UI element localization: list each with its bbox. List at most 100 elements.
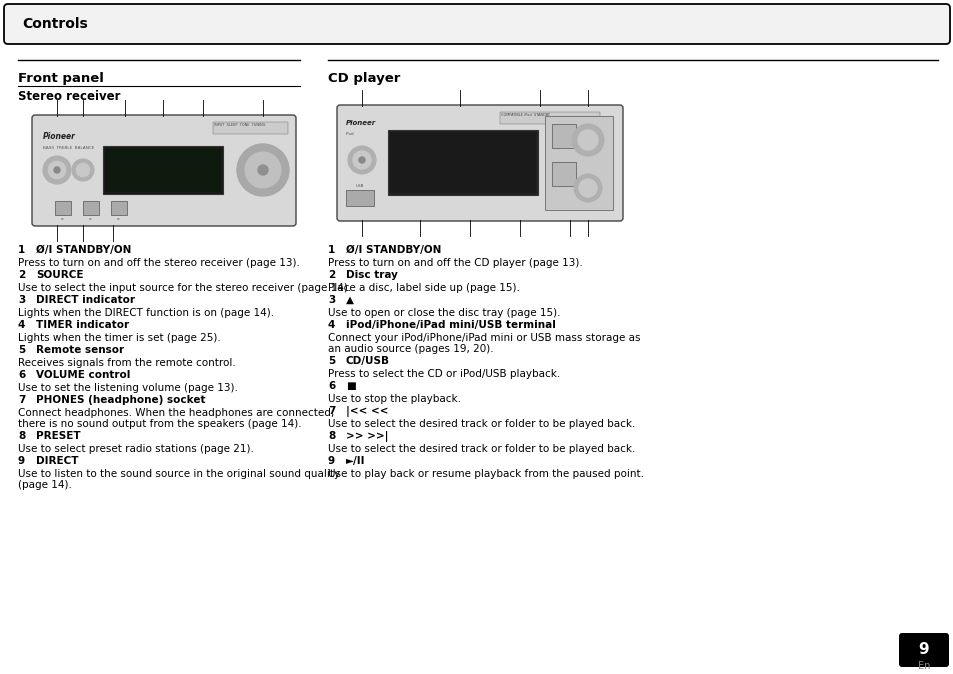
Circle shape bbox=[43, 156, 71, 184]
Text: Use to stop the playback.: Use to stop the playback. bbox=[328, 394, 460, 404]
FancyBboxPatch shape bbox=[336, 105, 622, 221]
Text: Disc tray: Disc tray bbox=[346, 270, 397, 280]
Bar bbox=[83, 201, 99, 215]
Text: Stereo receiver: Stereo receiver bbox=[18, 90, 120, 103]
Bar bbox=[388, 130, 537, 195]
Text: Remote sensor: Remote sensor bbox=[36, 345, 124, 355]
Bar bbox=[346, 190, 374, 206]
Text: 2: 2 bbox=[18, 270, 25, 280]
Text: an audio source (pages 19, 20).: an audio source (pages 19, 20). bbox=[328, 344, 493, 354]
Circle shape bbox=[358, 157, 365, 163]
Text: Press to turn on and off the CD player (page 13).: Press to turn on and off the CD player (… bbox=[328, 258, 582, 268]
Text: 5: 5 bbox=[18, 345, 25, 355]
Bar bbox=[552, 124, 576, 148]
Bar bbox=[105, 148, 221, 192]
Text: Press to select the CD or iPod/USB playback.: Press to select the CD or iPod/USB playb… bbox=[328, 369, 559, 379]
Text: Lights when the timer is set (page 25).: Lights when the timer is set (page 25). bbox=[18, 333, 220, 343]
Circle shape bbox=[572, 124, 603, 156]
Circle shape bbox=[54, 167, 60, 173]
Text: |<< <<: |<< << bbox=[346, 406, 388, 417]
Text: 6: 6 bbox=[18, 370, 25, 380]
Text: VOLUME control: VOLUME control bbox=[36, 370, 131, 380]
Circle shape bbox=[348, 146, 375, 174]
Text: 8: 8 bbox=[18, 431, 25, 441]
Circle shape bbox=[48, 161, 66, 179]
Text: 6: 6 bbox=[328, 381, 335, 391]
Text: Place a disc, label side up (page 15).: Place a disc, label side up (page 15). bbox=[328, 283, 519, 293]
Text: Use to open or close the disc tray (page 15).: Use to open or close the disc tray (page… bbox=[328, 308, 560, 318]
Text: PHONES (headphone) socket: PHONES (headphone) socket bbox=[36, 395, 205, 405]
Text: DIRECT indicator: DIRECT indicator bbox=[36, 295, 135, 305]
Text: 2: 2 bbox=[328, 270, 335, 280]
Text: 9: 9 bbox=[918, 642, 928, 658]
Text: Use to play back or resume playback from the paused point.: Use to play back or resume playback from… bbox=[328, 469, 643, 479]
Bar bbox=[111, 201, 127, 215]
FancyBboxPatch shape bbox=[32, 115, 295, 226]
Text: Connect headphones. When the headphones are connected,: Connect headphones. When the headphones … bbox=[18, 408, 334, 418]
FancyBboxPatch shape bbox=[898, 633, 948, 667]
Text: (page 14).: (page 14). bbox=[18, 480, 71, 490]
Text: 1: 1 bbox=[328, 245, 335, 255]
Text: 3: 3 bbox=[328, 295, 335, 305]
Text: 4: 4 bbox=[328, 320, 335, 330]
Text: ►/II: ►/II bbox=[346, 456, 365, 466]
Text: 7: 7 bbox=[328, 406, 335, 416]
Bar bbox=[103, 146, 223, 194]
Text: COMPATIBLE iPod  STANDBY: COMPATIBLE iPod STANDBY bbox=[500, 113, 550, 117]
Text: DIRECT: DIRECT bbox=[36, 456, 78, 466]
FancyBboxPatch shape bbox=[4, 4, 949, 44]
Text: PRESET: PRESET bbox=[36, 431, 81, 441]
Text: SOURCE: SOURCE bbox=[36, 270, 84, 280]
Text: 1: 1 bbox=[18, 245, 25, 255]
Text: Use to listen to the sound source in the original sound quality: Use to listen to the sound source in the… bbox=[18, 469, 340, 479]
Circle shape bbox=[257, 165, 268, 175]
Bar bbox=[213, 122, 288, 134]
Text: Use to select the desired track or folder to be played back.: Use to select the desired track or folde… bbox=[328, 419, 635, 429]
Text: USB: USB bbox=[355, 184, 364, 188]
Text: BASS  TREBLE  BALANCE: BASS TREBLE BALANCE bbox=[43, 146, 94, 150]
Text: 8: 8 bbox=[328, 431, 335, 441]
Circle shape bbox=[574, 174, 601, 202]
Text: Ø/I STANDBY/ON: Ø/I STANDBY/ON bbox=[346, 245, 441, 255]
Text: 9: 9 bbox=[18, 456, 25, 466]
Text: En: En bbox=[917, 661, 929, 671]
Text: Use to select the desired track or folder to be played back.: Use to select the desired track or folde… bbox=[328, 444, 635, 454]
Text: 5: 5 bbox=[328, 356, 335, 366]
Text: ss: ss bbox=[117, 217, 121, 221]
Text: 3: 3 bbox=[18, 295, 25, 305]
Text: Front panel: Front panel bbox=[18, 72, 104, 85]
Text: TIMER indicator: TIMER indicator bbox=[36, 320, 129, 330]
Text: Lights when the DIRECT function is on (page 14).: Lights when the DIRECT function is on (p… bbox=[18, 308, 274, 318]
Text: ▲: ▲ bbox=[346, 295, 354, 305]
Text: Ø/I STANDBY/ON: Ø/I STANDBY/ON bbox=[36, 245, 132, 255]
Text: CD/USB: CD/USB bbox=[346, 356, 390, 366]
Bar bbox=[552, 162, 576, 186]
Text: Connect your iPod/iPhone/iPad mini or USB mass storage as: Connect your iPod/iPhone/iPad mini or US… bbox=[328, 333, 639, 343]
Text: INPUT  SLEEP  TONE  TUNING: INPUT SLEEP TONE TUNING bbox=[213, 123, 265, 127]
Text: iPod: iPod bbox=[346, 132, 355, 136]
Text: Receives signals from the remote control.: Receives signals from the remote control… bbox=[18, 358, 235, 368]
Circle shape bbox=[76, 163, 90, 177]
Bar bbox=[544, 116, 613, 210]
Text: Use to select the input source for the stereo receiver (page 14).: Use to select the input source for the s… bbox=[18, 283, 351, 293]
Text: Pioneer: Pioneer bbox=[346, 120, 375, 126]
Bar bbox=[499, 112, 599, 124]
Circle shape bbox=[578, 179, 597, 197]
Text: there is no sound output from the speakers (page 14).: there is no sound output from the speake… bbox=[18, 419, 301, 429]
Text: Pioneer: Pioneer bbox=[43, 132, 76, 141]
Text: ss: ss bbox=[61, 217, 65, 221]
Circle shape bbox=[353, 151, 371, 169]
Text: 7: 7 bbox=[18, 395, 26, 405]
Circle shape bbox=[245, 152, 281, 188]
Circle shape bbox=[578, 130, 598, 150]
Circle shape bbox=[236, 144, 289, 196]
Text: iPod/iPhone/iPad mini/USB terminal: iPod/iPhone/iPad mini/USB terminal bbox=[346, 320, 556, 330]
Text: Press to turn on and off the stereo receiver (page 13).: Press to turn on and off the stereo rece… bbox=[18, 258, 299, 268]
Text: Controls: Controls bbox=[22, 17, 88, 31]
Bar bbox=[390, 132, 536, 193]
Text: ss: ss bbox=[89, 217, 92, 221]
Text: Use to set the listening volume (page 13).: Use to set the listening volume (page 13… bbox=[18, 383, 237, 393]
Text: CD player: CD player bbox=[328, 72, 400, 85]
Text: 4: 4 bbox=[18, 320, 26, 330]
Text: 9: 9 bbox=[328, 456, 335, 466]
